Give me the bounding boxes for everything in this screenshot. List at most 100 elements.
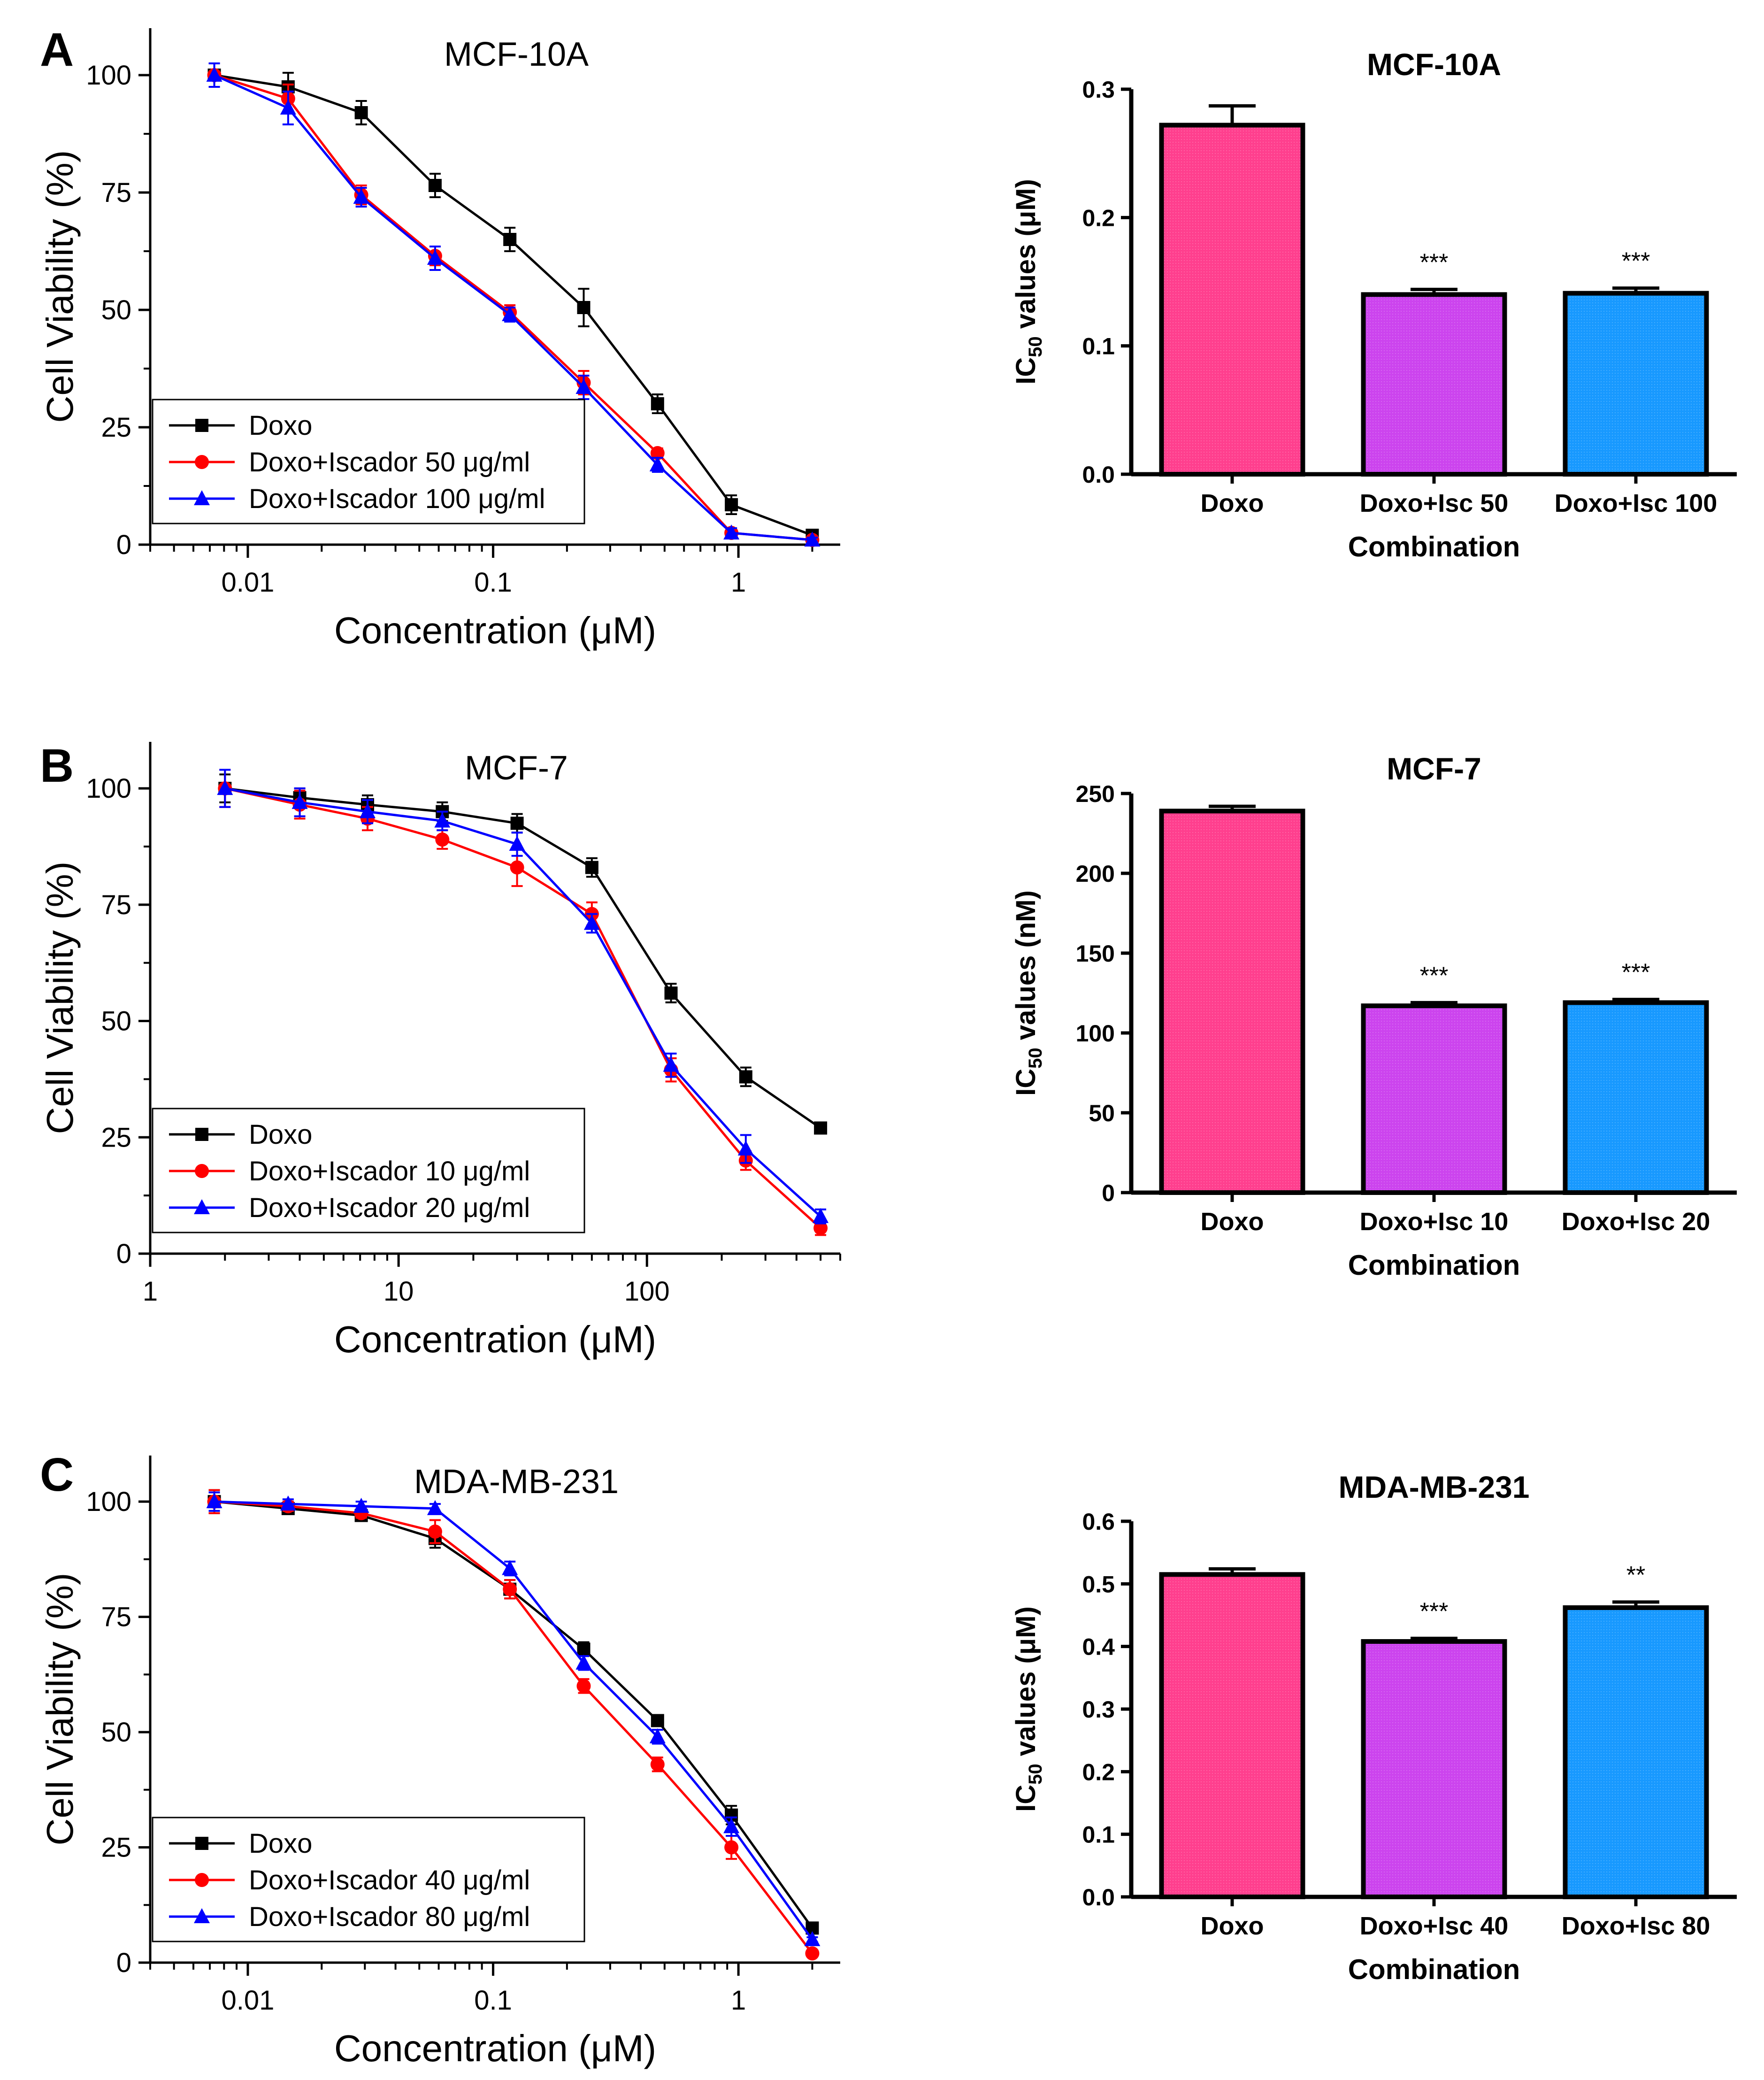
bar-texture [1164,1577,1301,1895]
category-label: Doxo [1201,1912,1264,1940]
data-point [434,812,451,828]
y-tick-label: 50 [101,1717,131,1748]
data-point [503,233,517,246]
data-point [649,456,666,471]
x-axis-label: Combination [1348,1954,1520,1985]
y-tick-label: 200 [1076,861,1115,887]
data-point [428,1525,442,1539]
y-axis-label-unit: values (μM) [1011,1606,1041,1764]
y-tick-label: 0 [116,1948,131,1978]
y-axis-label: Cell Viability (%) [39,150,81,423]
y-tick-label: 0.2 [1082,205,1115,231]
y-tick-label: 0.1 [1082,1822,1115,1848]
y-tick-label: 75 [101,890,131,920]
x-tick-label: 0.1 [474,567,512,598]
data-point [509,836,525,851]
y-tick-label: 75 [101,1602,131,1633]
series-line-1 [224,787,821,1129]
y-tick-label: 0.2 [1082,1759,1115,1785]
y-tick-label: 50 [101,295,131,325]
viability-chart-mdamb231: 0 25 50 75 100 0.01 0.1 1 Concentration (μM) Cell… [39,1456,840,2069]
x-tick-label: 1 [731,567,746,598]
y-tick-label: 0 [116,530,131,560]
ic50-chart-mcf10a: 0.0 0.1 0.2 0.3 Doxo Doxo+Isc 50 *** Doxo+Isc 1… [1011,47,1737,562]
y-tick-label: 0.3 [1082,77,1115,103]
bar-texture [1164,127,1301,472]
legend-marker [195,1837,208,1850]
significance-marker: *** [1420,249,1449,276]
category-label: Doxo+Isc 40 [1360,1912,1509,1940]
panel-label-b: B [40,740,74,792]
data-point [651,397,664,410]
data-point [805,1946,820,1961]
y-tick-label: 100 [1076,1020,1115,1047]
category-label: Doxo [1201,489,1264,517]
y-axis-label-subscript: 50 [1025,1764,1046,1785]
category-label: Doxo [1201,1208,1264,1236]
data-point [510,860,524,875]
legend-marker [194,490,210,505]
data-point [575,379,592,394]
viability-chart-mcf10a: 0 25 50 75 100 0.01 0.1 1 Concentration (μM) Cell… [39,28,840,651]
bar-texture [1365,1008,1503,1190]
bar-texture [1567,1005,1704,1190]
y-tick-label: 50 [1089,1100,1115,1126]
y-axis-label: IC50 values (μM) [1011,179,1046,385]
data-point [280,1495,296,1511]
chart-title: MCF-10A [444,36,589,73]
data-point [723,1818,740,1833]
legend-marker [194,1199,210,1214]
category-label: Doxo+Isc 50 [1360,489,1509,517]
data-point [664,986,678,1000]
bar-texture [1365,297,1503,472]
data-point [804,532,821,547]
data-point [502,306,518,321]
y-tick-label: 100 [86,60,131,91]
y-tick-label: 50 [101,1006,131,1037]
legend-label: Doxo+Iscador 20 μg/ml [249,1193,530,1223]
legend-marker [195,455,209,469]
x-tick-label: 0.01 [222,1985,275,2016]
x-axis-label: Combination [1348,531,1520,562]
significance-marker: *** [1420,1598,1449,1625]
data-point [217,780,233,795]
y-axis-label-main: IC [1011,357,1041,385]
y-axis-label: IC50 values (μM) [1011,1606,1046,1812]
bar-texture [1164,813,1301,1190]
data-point [577,301,591,314]
legend-label: Doxo+Iscador 100 μg/ml [249,484,545,514]
y-tick-label: 0.3 [1082,1696,1115,1723]
y-tick-label: 100 [86,1487,131,1517]
category-label: Doxo+Isc 80 [1562,1912,1710,1940]
y-tick-label: 0.1 [1082,333,1115,360]
y-axis-label: Cell Viability (%) [39,1573,81,1846]
data-point [510,817,524,830]
legend-label: Doxo [249,1828,312,1859]
bar-texture [1365,1644,1503,1895]
chart-title: MDA-MB-231 [1338,1470,1529,1504]
data-point [206,1493,222,1509]
ic50-chart-mdamb231: 0.0 0.1 0.2 0.3 0.4 0.5 0.6 Doxo Doxo+Isc 40 *** D… [1011,1470,1737,1985]
chart-title: MDA-MB-231 [414,1463,619,1501]
legend-label: Doxo+Iscador 50 μg/ml [249,447,530,478]
y-tick-label: 250 [1076,781,1115,807]
y-tick-label: 0 [116,1239,131,1269]
data-point [650,1757,665,1772]
significance-marker: *** [1420,962,1449,989]
data-point [725,498,738,511]
data-point [291,793,308,809]
chart-title: MCF-7 [1387,751,1481,786]
y-axis-label-subscript: 50 [1025,1048,1046,1069]
legend-marker [195,1128,208,1141]
x-tick-label: 0.1 [474,1985,512,2016]
significance-marker: *** [1622,959,1650,986]
x-tick-label: 100 [624,1276,670,1307]
data-point [280,100,296,115]
y-tick-label: 25 [101,1833,131,1863]
data-point [427,1500,443,1515]
data-point [649,1728,666,1743]
data-point [814,1121,828,1135]
data-point [577,1642,591,1656]
y-tick-label: 0.0 [1082,462,1115,488]
y-axis-label-unit: values (μM) [1011,179,1041,336]
